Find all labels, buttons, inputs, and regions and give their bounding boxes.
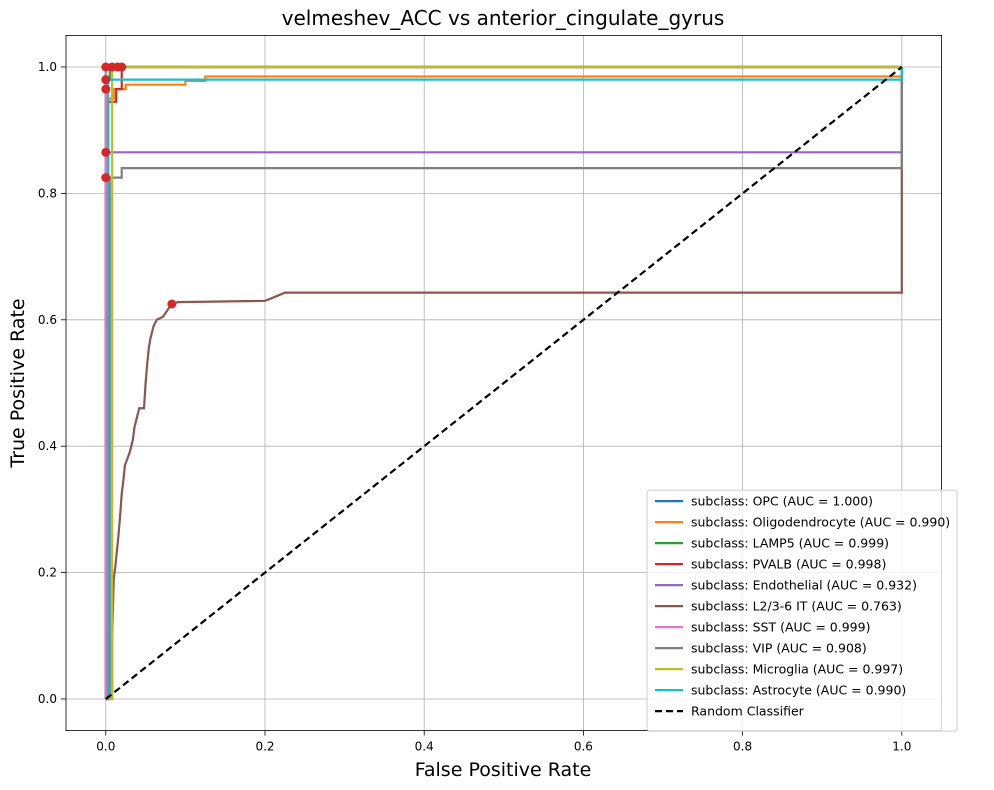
x-tick-label: 1.0 xyxy=(892,740,911,754)
legend-label: subclass: SST (AUC = 0.999) xyxy=(691,620,870,635)
x-tick-label: 0.6 xyxy=(574,740,593,754)
chart-title: velmeshev_ACC vs anterior_cingulate_gyru… xyxy=(282,6,725,30)
optimal-point xyxy=(101,173,111,183)
optimal-point xyxy=(117,62,127,72)
y-tick-label: 0.6 xyxy=(38,313,57,327)
legend-label: subclass: PVALB (AUC = 0.998) xyxy=(691,557,886,572)
x-axis-label: False Positive Rate xyxy=(415,759,592,781)
y-axis-label: True Positive Rate xyxy=(7,298,29,468)
y-tick-label: 0.2 xyxy=(38,566,57,580)
roc-line xyxy=(105,66,903,700)
axes-frame xyxy=(65,35,942,732)
optimal-point xyxy=(101,84,111,94)
legend-label: subclass: Microglia (AUC = 0.997) xyxy=(691,662,903,677)
y-tick-label: 0.8 xyxy=(38,186,57,200)
x-tick-label: 0.0 xyxy=(96,740,115,754)
legend-label: subclass: Oligodendrocyte (AUC = 0.990) xyxy=(691,515,950,530)
optimal-point xyxy=(101,62,111,72)
legend-label: subclass: L2/3-6 IT (AUC = 0.763) xyxy=(691,599,902,614)
optimal-point xyxy=(101,75,111,85)
legend-label: Random Classifier xyxy=(691,704,805,719)
legend: subclass: OPC (AUC = 1.000) subclass: Oli… xyxy=(646,489,958,732)
y-tick-label: 1.0 xyxy=(38,60,57,74)
legend-label: subclass: Astrocyte (AUC = 0.990) xyxy=(691,683,906,698)
x-tick-label: 0.4 xyxy=(415,740,434,754)
x-tick-label: 0.8 xyxy=(733,740,752,754)
y-tick-label: 0.4 xyxy=(38,439,57,453)
y-tick-label: 0.0 xyxy=(38,692,57,706)
optimal-point xyxy=(167,299,177,309)
legend-label: subclass: LAMP5 (AUC = 0.999) xyxy=(691,536,889,551)
legend-label: subclass: Endothelial (AUC = 0.932) xyxy=(691,578,917,593)
legend-label: subclass: OPC (AUC = 1.000) xyxy=(691,494,873,509)
legend-label: subclass: VIP (AUC = 0.908) xyxy=(691,641,867,656)
legend-box xyxy=(646,489,958,732)
x-tick-label: 0.2 xyxy=(255,740,274,754)
optimal-point xyxy=(101,147,111,157)
